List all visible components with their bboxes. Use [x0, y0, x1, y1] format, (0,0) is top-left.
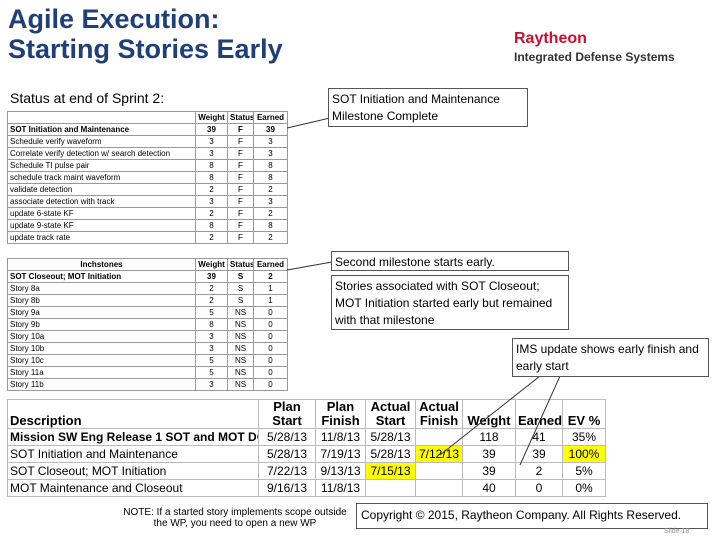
row: Mission SW Eng Release 1 SOT and MOT DCT…: [7, 428, 606, 446]
cell: SOT Closeout; MOT Initiation: [7, 462, 259, 480]
cell: 7/22/13: [258, 462, 316, 480]
row: Story 10a 3 NS 0: [7, 330, 288, 343]
row: SOT Closeout; MOT Initiation 39 S 2: [7, 270, 288, 283]
cell: EV %: [562, 399, 606, 429]
cell: 5/28/13: [258, 445, 316, 463]
cell: 8: [253, 219, 288, 232]
note: NOTE: If a started story implements scop…: [123, 507, 347, 529]
callout: IMS update shows early finish and early …: [512, 338, 709, 377]
title-line: Agile Execution:: [8, 4, 220, 34]
cell: 5/28/13: [365, 445, 416, 463]
logo: Raytheon: [514, 30, 587, 47]
cell: update track rate: [7, 231, 196, 244]
cell: 7/12/13: [415, 445, 463, 463]
cell: 2: [253, 231, 288, 244]
cell: Actual Start: [365, 399, 416, 429]
row: update track rate 2 F 2: [7, 231, 288, 244]
cell: 3: [253, 147, 288, 160]
cell: 39: [462, 445, 516, 463]
row: Story 10c 5 NS 0: [7, 354, 288, 367]
row: update 6-state KF 2 F 2: [7, 207, 288, 220]
cell: 39: [462, 462, 516, 480]
row: SOT Closeout; MOT Initiation 7/22/13 9/13/…: [7, 462, 606, 480]
row: MOT Maintenance and Closeout 9/16/13 11/8/…: [7, 479, 606, 497]
row: Story 11b 3 NS 0: [7, 378, 288, 391]
row: schedule track maint waveform 8 F 8: [7, 171, 288, 184]
cell: 100%: [562, 445, 606, 463]
cell: 0%: [562, 479, 606, 497]
inchstone-table: Inchstones Weight Status Earned SOT Closeout…: [7, 258, 288, 391]
subtitle: Status at end of Sprint 2:: [10, 90, 165, 106]
cell: MOT Maintenance and Closeout: [7, 479, 259, 497]
story-table: Weight Status Earned SOT Initiation and Mai…: [7, 111, 288, 244]
callout: SOT Initiation and Maintenance Milestone…: [328, 88, 528, 127]
row: Story 10b 3 NS 0: [7, 342, 288, 355]
cell: 0: [253, 318, 288, 331]
row: Correlate verify detection w/ search det…: [7, 147, 288, 160]
cell: 35%: [562, 428, 606, 446]
cell: 9/16/13: [258, 479, 316, 497]
division: Integrated Defense Systems: [514, 50, 675, 64]
cell: 11/8/13: [315, 479, 366, 497]
cell: 118: [462, 428, 516, 446]
header-row: Weight Status Earned: [7, 111, 288, 124]
cell: 0: [253, 378, 288, 391]
callout: Second milestone starts early.: [331, 251, 569, 271]
title: Agile Execution: Starting Stories Early: [8, 4, 283, 64]
row: associate detection with track 3 F 3: [7, 195, 288, 208]
cell: 11/8/13: [315, 428, 366, 446]
cell: Weight: [462, 399, 516, 429]
slide-number: Slide 18: [664, 528, 690, 535]
cell: 40: [462, 479, 516, 497]
callout: Stories associated with SOT Closeout; MO…: [331, 275, 569, 330]
cell: Actual Finish: [415, 399, 463, 429]
copyright: Copyright © 2015, Raytheon Company. All …: [356, 503, 708, 529]
ims-table: Description Plan Start Plan Finish Actual S…: [7, 399, 606, 497]
title-line: Starting Stories Early: [8, 34, 283, 64]
row: Story 11a 5 NS 0: [7, 366, 288, 379]
row: Story 8a 2 S 1: [7, 282, 288, 295]
